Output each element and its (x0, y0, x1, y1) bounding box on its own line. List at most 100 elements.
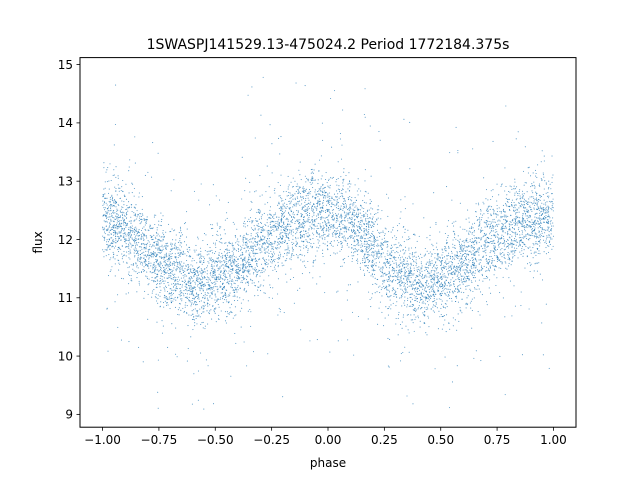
data-point (149, 235, 151, 237)
data-point (194, 251, 196, 253)
data-point (258, 286, 260, 289)
data-point (492, 227, 494, 229)
data-point (191, 290, 193, 293)
data-point (437, 255, 439, 257)
data-point (502, 215, 504, 218)
data-point (175, 289, 177, 292)
data-point (534, 235, 536, 237)
data-point (387, 254, 389, 256)
data-point (103, 162, 105, 164)
data-point (364, 214, 366, 216)
data-point (501, 230, 503, 232)
data-point (360, 190, 362, 192)
data-point (253, 229, 255, 231)
data-point (384, 265, 386, 267)
data-point (130, 278, 132, 280)
data-point (528, 166, 530, 168)
data-point (180, 263, 182, 265)
data-point (536, 233, 538, 235)
data-point (116, 220, 119, 222)
data-point (456, 297, 458, 299)
data-point (350, 183, 352, 185)
data-point (331, 177, 333, 179)
data-point (368, 246, 370, 248)
data-point (366, 248, 368, 251)
data-point (413, 267, 415, 269)
data-point (256, 273, 258, 276)
data-point (199, 247, 202, 249)
data-point (135, 235, 137, 237)
data-point (250, 245, 252, 247)
data-point (464, 246, 466, 248)
data-point (130, 264, 132, 266)
data-point (237, 276, 239, 278)
data-point (175, 287, 177, 289)
data-point (503, 254, 505, 256)
data-point (199, 258, 201, 260)
data-point (247, 225, 249, 227)
data-point (298, 227, 300, 229)
data-point (340, 241, 342, 243)
data-point (219, 286, 221, 289)
data-point (242, 239, 244, 241)
data-point (359, 268, 362, 270)
data-point (464, 271, 466, 274)
data-point (196, 292, 198, 294)
data-point (227, 249, 229, 251)
data-point (447, 282, 450, 284)
data-point (181, 267, 183, 269)
data-point (338, 185, 340, 187)
data-point (389, 261, 391, 263)
data-point (371, 269, 373, 271)
data-point (106, 213, 108, 215)
data-point (344, 257, 346, 260)
data-point (110, 220, 112, 222)
data-point (418, 293, 421, 295)
data-point (392, 302, 394, 304)
data-point (467, 246, 469, 248)
data-point (114, 123, 117, 126)
data-point (332, 226, 335, 228)
data-point (347, 212, 349, 214)
data-point (259, 275, 261, 277)
data-point (148, 262, 150, 264)
data-point (372, 244, 374, 246)
data-point (156, 235, 158, 237)
data-point (462, 283, 464, 285)
data-point (268, 242, 270, 245)
data-point (225, 263, 227, 265)
data-point (458, 285, 460, 287)
data-point (415, 276, 417, 279)
data-point (466, 263, 468, 265)
data-point (508, 243, 510, 245)
data-point (164, 262, 166, 264)
data-point (247, 240, 249, 242)
data-point (550, 230, 552, 232)
data-point (403, 240, 405, 243)
data-point (233, 255, 235, 258)
data-point (298, 201, 300, 203)
data-point (524, 211, 526, 213)
data-point (277, 293, 279, 295)
data-point (455, 256, 458, 258)
data-point (511, 245, 513, 247)
data-point (223, 260, 225, 262)
data-point (212, 271, 215, 273)
data-point (415, 295, 417, 298)
data-point (459, 244, 461, 247)
data-point (131, 238, 133, 240)
data-point (122, 217, 124, 219)
data-point (292, 231, 295, 233)
data-point (315, 193, 317, 195)
data-point (117, 239, 119, 241)
data-point (223, 229, 225, 231)
data-point (328, 210, 330, 212)
data-point (455, 296, 457, 298)
data-point (269, 206, 272, 208)
data-point (111, 243, 113, 245)
data-point (424, 315, 426, 317)
data-point (200, 253, 202, 255)
data-point (260, 221, 262, 223)
data-point (200, 268, 202, 270)
data-point (102, 227, 104, 229)
